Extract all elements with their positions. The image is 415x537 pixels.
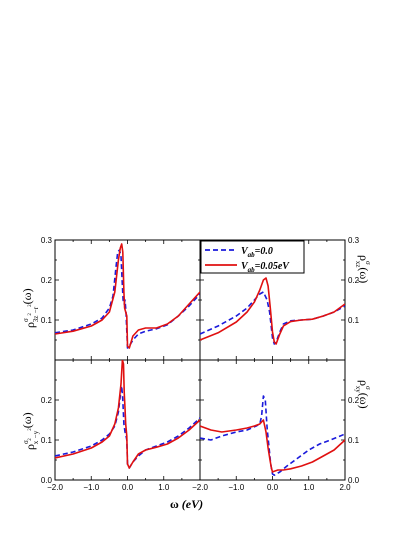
legend-dashed-sub: ab (248, 251, 256, 259)
left-bottom-ylabel-rho: ρ (23, 444, 37, 450)
legend-box (200, 240, 305, 274)
y-tick-label: 0.2 (41, 396, 53, 405)
series-dashed-line-bottom-right (200, 395, 345, 477)
x-tick-label: 1.0 (303, 483, 315, 492)
y-tick-label: 0.1 (348, 316, 360, 325)
y-tick-label: 0.3 (41, 236, 53, 245)
right-bottom-ylabel-sup: σ (364, 386, 372, 390)
y-tick-label: 0.2 (41, 276, 53, 285)
series-solid-line-top-right (200, 277, 345, 345)
left-bottom-ylabel-exp2: 2 (28, 428, 33, 431)
svg-text:ρσxy(ω): ρσxy(ω) (354, 380, 372, 409)
left-bottom-ylabel-sup: σ (22, 440, 30, 444)
left-bottom-ylabel: ρσ x2−y2(ω) (20, 412, 40, 450)
x-tick-label: 0.0 (267, 483, 279, 492)
y-tick-label: 0.2 (348, 396, 360, 405)
svg-text:ρσxz(ω): ρσxz(ω) (354, 255, 372, 283)
left-top-ylabel-sub: 3z (32, 316, 40, 323)
y-tick-label: 0.1 (348, 436, 360, 445)
panel-bottom-right-frame (199, 359, 346, 481)
y-tick-label: 0.1 (41, 316, 53, 325)
legend-dashed-main: V (241, 246, 249, 257)
right-top-ylabel-arg: (ω) (357, 267, 371, 283)
y-tick-label: 0.0 (41, 476, 53, 485)
x-axis-label-unit: (eV) (179, 497, 203, 511)
series-solid-line-bottom-right (200, 419, 345, 473)
right-top-ylabel-rho: ρ (357, 255, 371, 261)
x-tick-label: 1.0 (158, 483, 170, 492)
y-tick-label: 0.0 (348, 476, 360, 485)
left-top-ylabel-rho: ρ (23, 322, 37, 328)
left-bottom-ylabel-arg: (ω) (20, 412, 34, 428)
x-tick-label: −1.0 (83, 483, 99, 492)
y-tick-label: 0.3 (348, 236, 360, 245)
x-axis-label: ω (eV) (170, 497, 203, 511)
left-top-ylabel-sup: σ (22, 318, 30, 322)
x-tick-label: −1.0 (228, 483, 244, 492)
x-tick-label: 2.0 (339, 483, 351, 492)
left-bottom-ylabel-sub2: −y (32, 430, 40, 438)
left-top-ylabel: ρσ 3z2−r2(ω) (20, 288, 40, 328)
right-top-ylabel-sup: σ (364, 261, 372, 265)
legend-solid-sub: ab (248, 266, 256, 274)
legend-dashed-label: Vab=0.0 (241, 246, 273, 259)
ticks-layer: 0.1 0.2 0.3 0.1 0.2 0.3 0.0 0.1 0.2 −2.0 −1.0 0.0 1.… (41, 236, 360, 492)
left-top-ylabel-arg: (ω) (20, 288, 34, 304)
legend-solid-label: Vab=0.05eV (241, 261, 290, 274)
x-axis-label-omega: ω (170, 497, 179, 511)
right-bottom-ylabel-arg: (ω) (357, 393, 371, 409)
y-tick-label: 0.1 (41, 436, 53, 445)
left-top-ylabel-exp2: 2 (28, 304, 33, 307)
series-solid-line-top-left (55, 243, 200, 349)
right-bottom-ylabel-rho: ρ (357, 380, 371, 386)
right-top-ylabel: ρσxz(ω) (354, 255, 372, 283)
legend-solid-main: V (241, 261, 249, 272)
x-tick-label: −2.0 (47, 483, 63, 492)
left-top-ylabel-exp: 2 (28, 313, 33, 316)
left-bottom-ylabel-sub: x (32, 440, 40, 444)
legend: Vab=0.0 Vab=0.05eV (200, 240, 305, 274)
series-solid-line-bottom-left (55, 360, 200, 469)
y-tick-label: 0.2 (348, 276, 360, 285)
legend-solid-value: =0.05eV (255, 261, 291, 272)
series-layer (55, 243, 345, 477)
legend-dashed-value: =0.0 (255, 246, 273, 257)
left-top-ylabel-sub2: −r (32, 306, 40, 313)
left-bottom-ylabel-exp: 2 (28, 438, 33, 441)
x-tick-label: −2.0 (192, 483, 208, 492)
right-top-ylabel-sub: xz (354, 261, 362, 268)
x-tick-label: 0.0 (122, 483, 134, 492)
right-bottom-ylabel: ρσxy(ω) (354, 380, 372, 409)
right-bottom-ylabel-sub: xy (354, 386, 362, 394)
series-dashed-line-bottom-left (55, 385, 200, 469)
